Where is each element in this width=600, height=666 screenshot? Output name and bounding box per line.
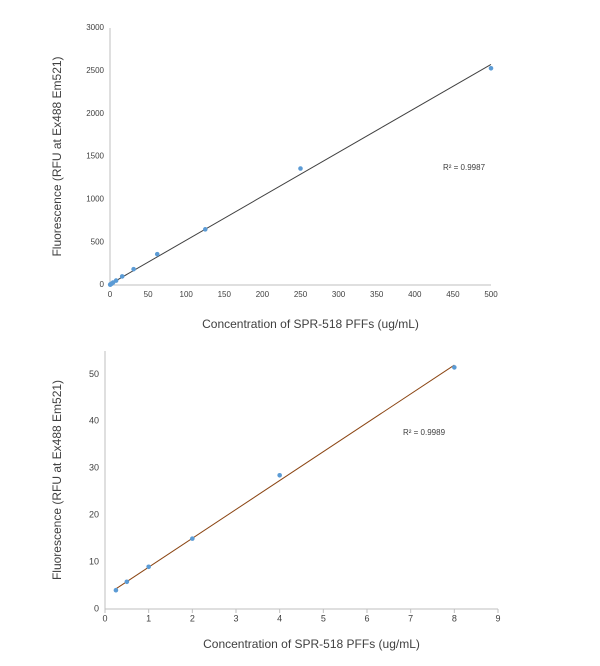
y-tick-label: 0 — [100, 280, 105, 289]
x-tick-label: 350 — [370, 290, 384, 299]
annotation: R² = 0.9987 — [443, 163, 486, 172]
point — [202, 227, 208, 232]
y-tick-label: 50 — [89, 369, 99, 379]
x-tick-label: 1 — [146, 613, 151, 623]
point — [488, 65, 494, 71]
point — [146, 564, 151, 570]
x-tick-label: 250 — [294, 290, 308, 299]
point — [452, 365, 457, 370]
x-tick-label: 300 — [332, 290, 346, 299]
x-tick-label: 200 — [256, 290, 270, 299]
y-tick-label: 30 — [89, 463, 99, 473]
x-tick-label: 5 — [321, 613, 326, 623]
x-tick-label: 0 — [108, 290, 113, 299]
point — [190, 536, 195, 541]
x-tick-label: 2 — [190, 613, 195, 623]
x-tick-label: 4 — [277, 613, 282, 623]
x-tick-label: 150 — [218, 290, 232, 299]
x-tick-label: 7 — [408, 613, 413, 623]
y-tick-label: 3000 — [86, 23, 104, 32]
x-tick-label: 450 — [446, 290, 460, 299]
y-tick-label: 40 — [89, 416, 99, 426]
point — [154, 251, 160, 257]
x-tick-label: 50 — [144, 290, 153, 299]
x-tick-label: 6 — [364, 613, 369, 623]
x-tick-label: 100 — [180, 290, 194, 299]
x-axis-label: Concentration of SPR-518 PFFs (ug/mL) — [202, 317, 419, 331]
point — [131, 266, 136, 272]
x-tick-label: 8 — [452, 613, 457, 623]
point — [119, 274, 125, 279]
x-tick-label: 3 — [233, 613, 238, 623]
point — [298, 166, 303, 171]
point — [124, 579, 130, 585]
y-tick-label: 20 — [89, 510, 99, 520]
annotation: R² = 0.9989 — [403, 428, 446, 437]
point — [113, 278, 119, 283]
trendline — [109, 63, 492, 285]
y-tick-label: 2500 — [86, 66, 104, 75]
y-tick-label: 0 — [94, 603, 99, 613]
trendline — [115, 364, 455, 590]
y-axis-label: Fluorescence (RFU at Ex488 Em521) — [50, 56, 64, 256]
y-tick-label: 10 — [89, 556, 99, 566]
x-tick-label: 9 — [495, 613, 500, 623]
x-tick-label: 0 — [102, 613, 107, 623]
y-tick-label: 1500 — [86, 152, 104, 161]
point — [277, 473, 282, 478]
x-tick-label: 500 — [484, 290, 498, 299]
y-tick-label: 500 — [91, 237, 105, 246]
y-tick-label: 2000 — [86, 109, 104, 118]
y-tick-label: 1000 — [86, 194, 104, 203]
x-axis-label: Concentration of SPR-518 PFFs (ug/mL) — [203, 637, 420, 651]
x-tick-label: 400 — [408, 290, 422, 299]
y-axis-label: Fluorescence (RFU at Ex488 Em521) — [50, 380, 64, 580]
point — [113, 587, 119, 593]
